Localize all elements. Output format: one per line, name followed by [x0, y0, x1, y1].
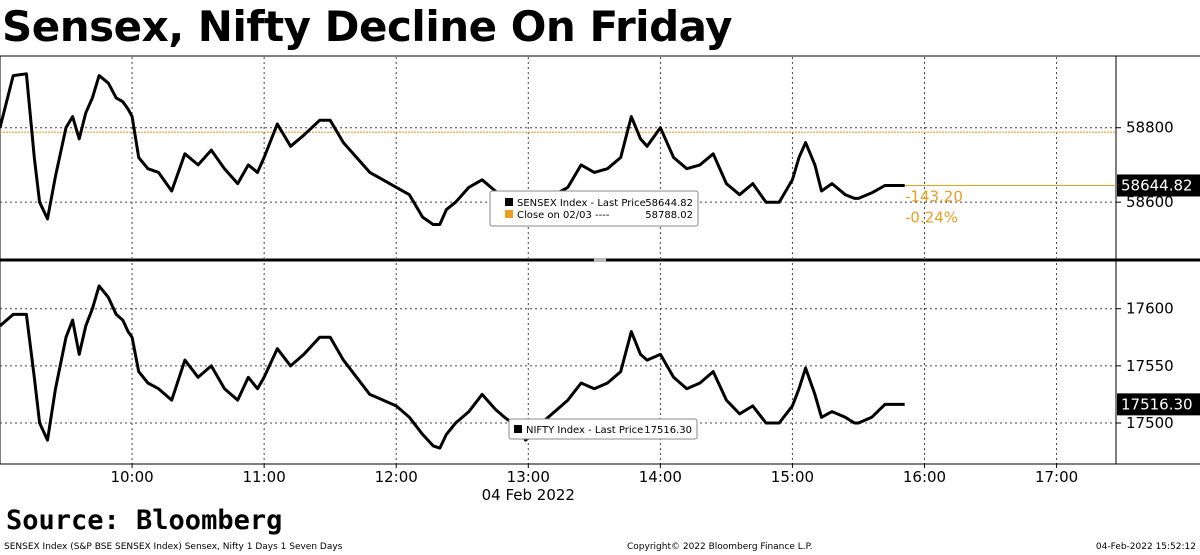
x-tick-label: 11:00 — [243, 468, 286, 486]
close-legend-value: 58788.02 — [645, 210, 693, 221]
close-line-layer — [0, 131, 1116, 186]
close-legend-label: Close on 02/03 ---- — [517, 210, 610, 221]
chart-title: Sensex, Nifty Decline On Friday — [2, 2, 733, 51]
legend-layer: -143.20 -0.24% SENSEX Index - Last Price 58… — [489, 187, 963, 440]
footer-timestamp: 04-Feb-2022 15:52:12 — [1095, 542, 1196, 552]
nifty-legend-value: 17516.30 — [644, 425, 692, 436]
x-tick-label: 17:00 — [1035, 468, 1078, 486]
x-axis-date-label: 04 Feb 2022 — [482, 486, 575, 504]
last-price-tag-label: 17516.30 — [1121, 395, 1193, 413]
y-tick-label: 58800 — [1126, 119, 1174, 137]
x-tick-label: 15:00 — [771, 468, 814, 486]
y-tick-label: 58600 — [1126, 193, 1174, 211]
nifty-price-line — [0, 284, 905, 450]
footer-copyright: Copyright© 2022 Bloomberg Finance L.P. — [627, 542, 813, 552]
x-tick-label: 13:00 — [507, 468, 550, 486]
nifty-legend-label: NIFTY Index - Last Price — [526, 425, 643, 436]
y-tick-label: 17500 — [1126, 414, 1174, 432]
x-tick-label: 12:00 — [375, 468, 418, 486]
series-layer — [0, 72, 905, 450]
y-tick-label: 17550 — [1126, 357, 1174, 375]
nifty-legend-swatch — [514, 425, 522, 433]
nifty-legend-box — [508, 418, 698, 440]
axis-layer: 10:00 11:00 12:00 13:00 14:00 15:00 16:00 17:00… — [110, 119, 1200, 504]
x-tick-label: 10:00 — [110, 468, 153, 486]
y-tick-label: 17600 — [1126, 300, 1174, 318]
sensex-legend-swatch — [505, 198, 513, 206]
grid-layer — [0, 57, 1116, 463]
close-legend-swatch — [505, 210, 513, 218]
change-percent-label: -0.24% — [905, 208, 958, 226]
sensex-legend-label: SENSEX Index - Last Price — [517, 198, 646, 209]
last-price-tag — [1117, 393, 1200, 416]
change-value-label: -143.20 — [905, 187, 963, 205]
sensex-legend-box — [489, 190, 699, 227]
x-tick-label: 16:00 — [903, 468, 946, 486]
footer-description: SENSEX Index (S&P BSE SENSEX Index) Sens… — [4, 542, 343, 552]
sensex-price-line — [0, 72, 905, 226]
separator-handle[interactable] — [594, 258, 606, 262]
last-price-tag — [1117, 174, 1200, 197]
x-tick-label: 14:00 — [639, 468, 682, 486]
last-price-tag-label: 58644.82 — [1121, 176, 1193, 194]
source-label: Source: Bloomberg — [6, 505, 283, 536]
sensex-legend-value: 58644.82 — [645, 198, 693, 209]
